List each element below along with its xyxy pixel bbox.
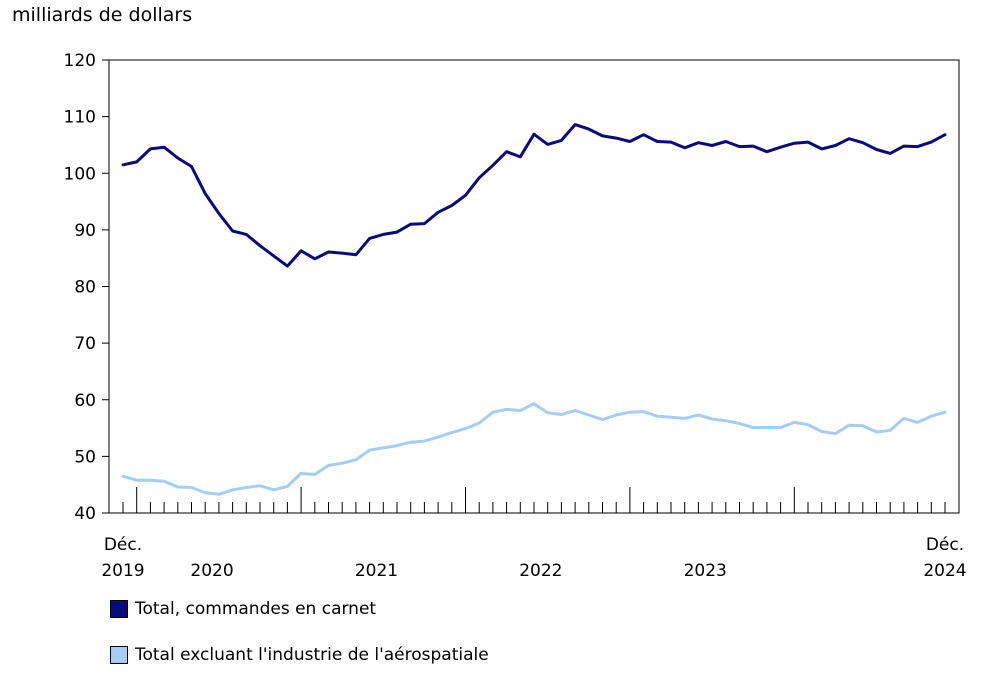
x-start-year-label: 2019 <box>101 561 144 581</box>
y-tick-label: 40 <box>74 504 96 524</box>
x-year-label: 2021 <box>355 561 398 581</box>
x-year-label: 2020 <box>190 561 233 581</box>
y-axis-unit-label: milliards de dollars <box>12 4 193 26</box>
legend-label: Total excluant l'industrie de l'aérospat… <box>135 645 489 665</box>
x-end-month-label: Déc. <box>926 535 964 555</box>
x-year-label: 2022 <box>519 561 562 581</box>
y-tick-label: 60 <box>74 391 96 411</box>
legend-swatch-light-blue <box>110 646 128 664</box>
y-tick-label: 50 <box>74 447 96 467</box>
y-tick-label: 70 <box>74 334 96 354</box>
legend-label: Total, commandes en carnet <box>135 599 377 619</box>
x-year-label: 2023 <box>684 561 727 581</box>
legend-item-excluding-aerospace: Total excluant l'industrie de l'aérospat… <box>110 645 489 665</box>
y-tick-label: 120 <box>64 51 96 71</box>
x-end-year-label: 2024 <box>923 561 966 581</box>
series-line-excluding-aerospace <box>121 402 947 496</box>
y-tick-label: 110 <box>64 108 96 128</box>
y-tick-label: 80 <box>74 278 96 298</box>
plot-area-frame <box>108 59 960 514</box>
legend-swatch-dark-blue <box>110 600 128 618</box>
legend-item-total-orders: Total, commandes en carnet <box>110 599 376 619</box>
series-line-total-orders <box>121 123 947 268</box>
y-tick-label: 100 <box>64 164 96 184</box>
x-start-month-label: Déc. <box>104 535 142 555</box>
chart: 40 50 60 70 80 90 100 110 120 Déc. 2019 Déc. 2024 20… <box>64 51 967 581</box>
y-tick-label: 90 <box>74 221 96 241</box>
